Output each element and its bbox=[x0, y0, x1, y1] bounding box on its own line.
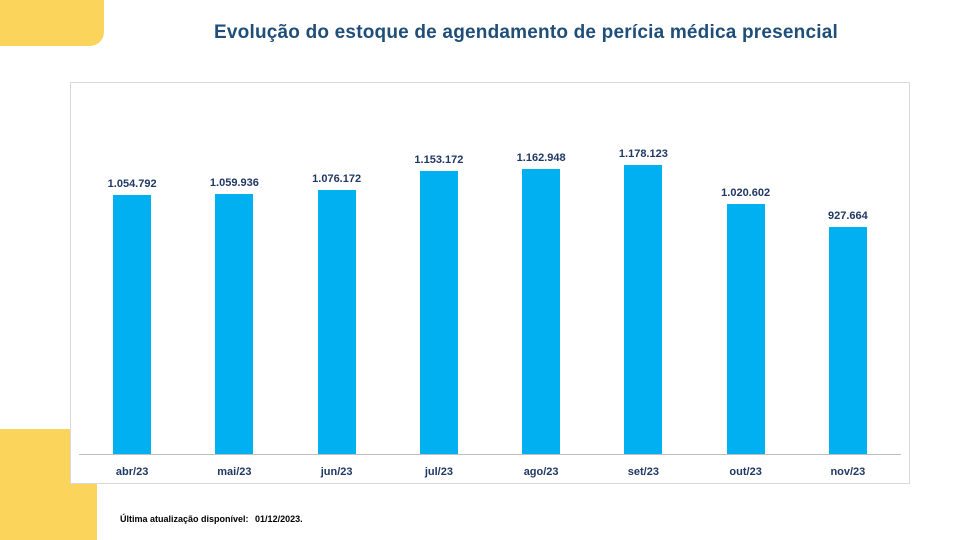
bar bbox=[522, 169, 561, 455]
bar bbox=[113, 195, 152, 455]
x-axis-label: out/23 bbox=[729, 466, 762, 478]
bar-value-label: 1.153.172 bbox=[414, 154, 464, 166]
bar-column: 1.054.792 bbox=[81, 178, 183, 455]
bar bbox=[419, 171, 458, 455]
bar-value-label: 1.059.936 bbox=[209, 177, 259, 189]
bar-value-label: 1.054.792 bbox=[107, 178, 157, 190]
x-axis-label: nov/23 bbox=[830, 466, 866, 478]
yellow-accent-top bbox=[0, 0, 104, 46]
x-axis-label: jun/23 bbox=[320, 466, 353, 478]
bar bbox=[726, 204, 765, 455]
bar-value-label: 1.076.172 bbox=[312, 173, 362, 185]
footer-date: 01/12/2023. bbox=[255, 514, 303, 524]
bar-value-label: 1.020.602 bbox=[721, 187, 771, 199]
footer-note: Última atualização disponível: 01/12/202… bbox=[120, 514, 303, 524]
bar bbox=[828, 227, 867, 455]
bar bbox=[317, 190, 356, 455]
bar-column: 927.664 bbox=[797, 210, 899, 455]
x-axis-label: abr/23 bbox=[115, 466, 149, 478]
chart-card: 1.054.792 1.059.936 1.076.172 1.153.172 1.16… bbox=[70, 82, 910, 484]
bar-column: 1.178.123 bbox=[592, 148, 694, 455]
x-axis-label: jul/23 bbox=[424, 466, 453, 478]
bar-column: 1.059.936 bbox=[183, 177, 285, 455]
x-axis-line bbox=[79, 454, 901, 455]
bar bbox=[215, 194, 254, 455]
bar bbox=[624, 165, 663, 455]
x-axis-label: mai/23 bbox=[217, 466, 252, 478]
bar-column: 1.076.172 bbox=[286, 173, 388, 455]
bar-column: 1.162.948 bbox=[490, 152, 592, 455]
x-axis-labels-row: abr/23 mai/23 jun/23 jul/23 ago/23 set/23 out/… bbox=[81, 459, 899, 483]
page-title: Evolução do estoque de agendamento de pe… bbox=[214, 22, 838, 43]
plot-area: 1.054.792 1.059.936 1.076.172 1.153.172 1.16… bbox=[81, 83, 899, 455]
bar-value-label: 927.664 bbox=[827, 210, 868, 222]
bar-column: 1.020.602 bbox=[695, 187, 797, 455]
x-axis-label: set/23 bbox=[627, 466, 659, 478]
bar-value-label: 1.178.123 bbox=[618, 148, 668, 160]
footer-label: Última atualização disponível: bbox=[120, 514, 249, 524]
bar-column: 1.153.172 bbox=[388, 154, 490, 455]
x-axis-label: ago/23 bbox=[523, 466, 559, 478]
bar-value-label: 1.162.948 bbox=[516, 152, 566, 164]
